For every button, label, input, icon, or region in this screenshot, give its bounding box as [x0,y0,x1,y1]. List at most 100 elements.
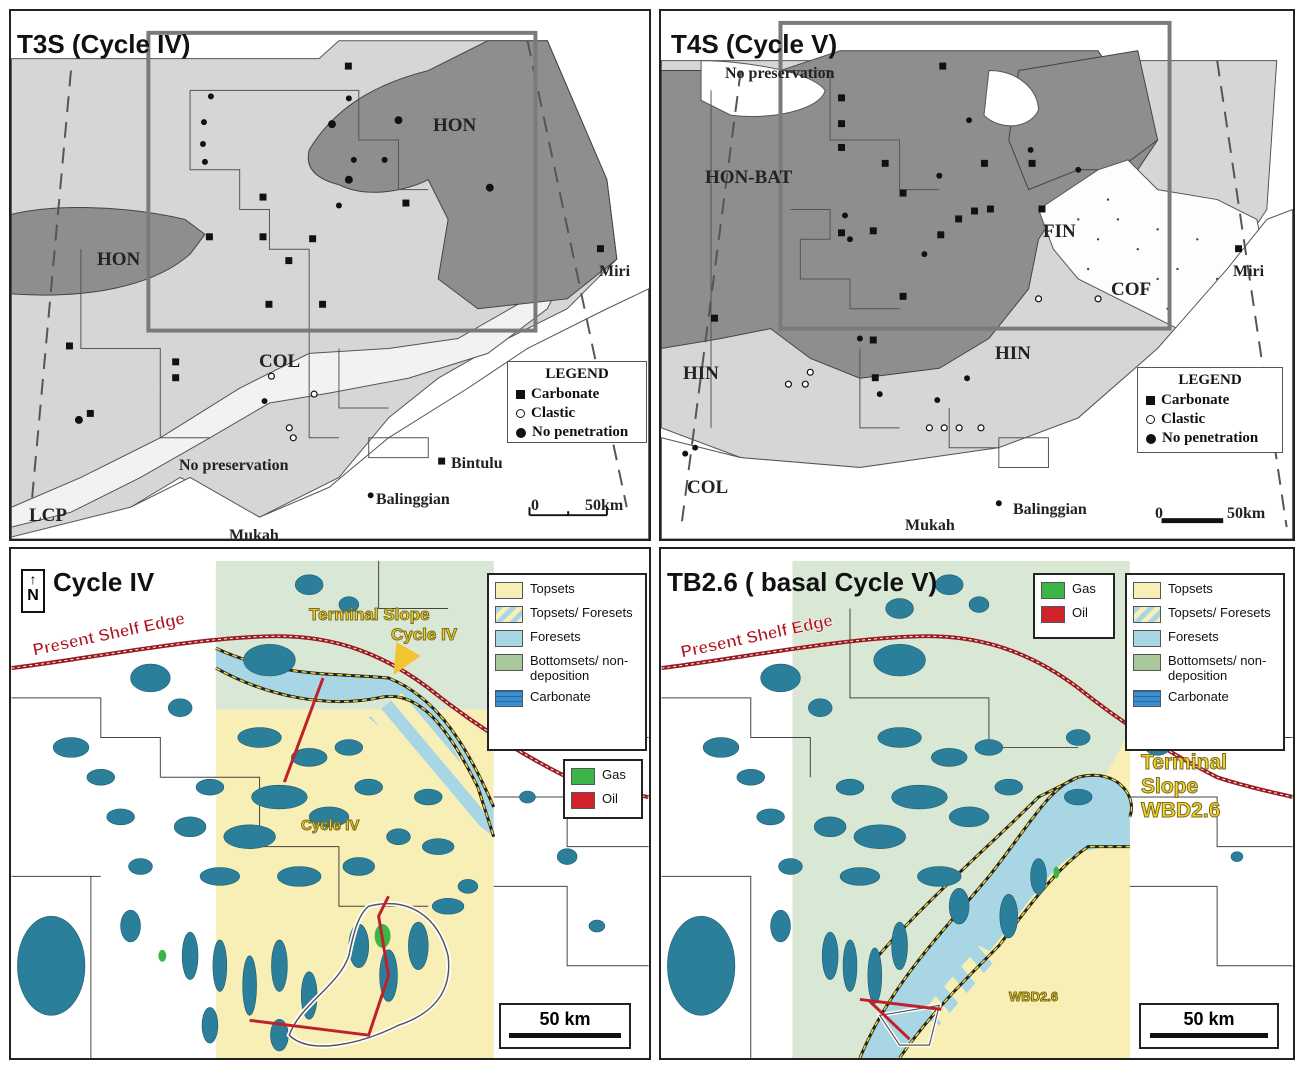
label-hin-central: HIN [995,343,1031,364]
legend-oil: Oil [1072,605,1088,620]
legend-gas: Gas [1072,581,1096,596]
legend-topsets-foresets: Topsets/ Foresets [530,605,633,620]
scale-50km: 50km [1227,505,1266,522]
bottomsets-swatch [1133,654,1161,671]
oil-swatch [1041,606,1065,623]
oil-swatch [571,792,595,809]
no-penetration-icon [1146,433,1156,444]
label-hin-west: HIN [683,363,719,384]
legend-foresets: Foresets [530,629,581,644]
clastic-icon [1146,415,1155,424]
label-col: COL [687,477,729,498]
arrow-up-icon: ↑ [29,571,37,587]
terminal-slope-line-3: WBD2.6 [1141,799,1221,823]
hon-west-region [11,207,206,296]
t3s-map-svg [11,11,649,539]
label-cof: COF [1111,279,1152,300]
foresets-band [215,648,494,837]
foresets-swatch [495,630,523,647]
gas-swatch [571,768,595,785]
fluid-legend: Gas Oil [563,759,643,819]
topsets-foresets-swatch [495,606,523,623]
terminal-slope-line-2: Slope [1141,775,1199,799]
north-arrow: ↑ N [21,569,45,613]
facies-legend: Topsets Topsets/ Foresets Foresets Botto… [1125,573,1285,751]
legend-gas: Gas [602,767,626,782]
clastic-icon [516,409,525,418]
gas-swatch [1041,582,1065,599]
terminal-slope-label: Terminal Slope WBD2.6 [1141,751,1228,823]
legend-bottomsets: Bottomsets/ non-deposition [1168,653,1267,683]
label-fin: FIN [1043,221,1076,242]
cycle-iv-map-label: Cycle IV [300,817,360,835]
legend-title: LEGEND [1178,372,1242,388]
topsets-swatch [495,582,523,599]
panel-title-t4s: T4S (Cycle V) [671,29,838,59]
legend-clastic: Clastic [1161,411,1206,427]
north-label: N [27,587,39,604]
terminal-slope-line-1: Terminal [1141,751,1228,775]
label-bintulu: Bintulu [451,455,503,472]
label-no-preservation: No preservation [725,65,835,82]
fluid-legend: Gas Oil [1033,573,1115,639]
legend-topsets-foresets: Topsets/ Foresets [1168,605,1271,620]
map-panel-tb26: TB2.6 ( basal Cycle V) Present Shelf Edg… [659,547,1295,1060]
label-mukah: Mukah [229,527,279,541]
label-miri: Miri [1233,263,1265,280]
topsets-foresets-swatch [1133,606,1161,623]
focus-rectangle [778,20,1172,331]
no-penetration-icon [516,427,526,438]
label-balinggian: Balinggian [376,491,450,508]
scale-label: 50 km [539,1009,591,1029]
label-miri: Miri [599,263,631,280]
scale-50km: 50km [585,497,624,514]
carbonate-icon [516,390,525,399]
foresets-band [859,775,1132,1058]
wbd26-label: WBD2.6 [1008,989,1059,1005]
terminal-slope-cycle-label: Cycle IV [390,625,458,645]
legend-carbonate: Carbonate [530,689,591,704]
map-panel-t4s: T4S (Cycle V) No preservation HON-BAT FI… [659,9,1295,541]
legend-bottomsets: Bottomsets/ non-deposition [530,653,629,683]
legend-topsets: Topsets [1168,581,1213,596]
legend-foresets: Foresets [1168,629,1219,644]
carbonate-icon [1146,396,1155,405]
legend-no-penetration: No penetration [1162,430,1259,446]
label-no-preservation: No preservation [179,457,289,474]
label-balinggian: Balinggian [1013,501,1087,518]
legend-carbonate: Carbonate [531,386,600,402]
no-preservation-top [700,60,826,117]
scale-line [509,1033,621,1038]
scale-bar: 50 km [1139,1003,1279,1049]
scale-zero: 0 [531,497,539,514]
bottomsets-swatch [495,654,523,671]
legend-t4s: LEGEND Carbonate Clastic No penetration [1137,367,1283,453]
carbonate-swatch [495,690,523,707]
t4s-map-svg [661,11,1293,539]
legend-clastic: Clastic [531,405,576,421]
legend-carbonate: Carbonate [1168,689,1229,704]
terminal-slope-label: Terminal Slope [309,605,431,625]
label-col: COL [259,351,301,372]
scale-bar: 50 km [499,1003,631,1049]
hon-east-region [307,40,618,310]
facies-legend: Topsets Topsets/ Foresets Foresets Botto… [487,573,647,751]
label-hon-bat: HON-BAT [705,167,793,188]
carbonate-swatch [1133,690,1161,707]
no-preservation-notch [983,70,1040,127]
legend-carbonate: Carbonate [1161,392,1230,408]
panel-title-tb26: TB2.6 ( basal Cycle V) [667,567,938,597]
focus-rectangle [146,30,538,333]
topsets-foresets-band [368,687,494,837]
label-hon-east: HON [433,115,477,136]
legend-title: LEGEND [545,366,609,382]
legend-oil: Oil [602,791,618,806]
label-mukah: Mukah [905,517,955,534]
legend-no-penetration: No penetration [532,424,629,440]
legend-topsets: Topsets [530,581,575,596]
scale-label: 50 km [1183,1009,1235,1029]
map-panel-cycle-iv: Cycle IV ↑ N Present Shelf Edge Terminal… [9,547,651,1060]
col-band [11,268,568,528]
white-coast [661,208,1293,539]
label-lcp: LCP [29,505,67,526]
